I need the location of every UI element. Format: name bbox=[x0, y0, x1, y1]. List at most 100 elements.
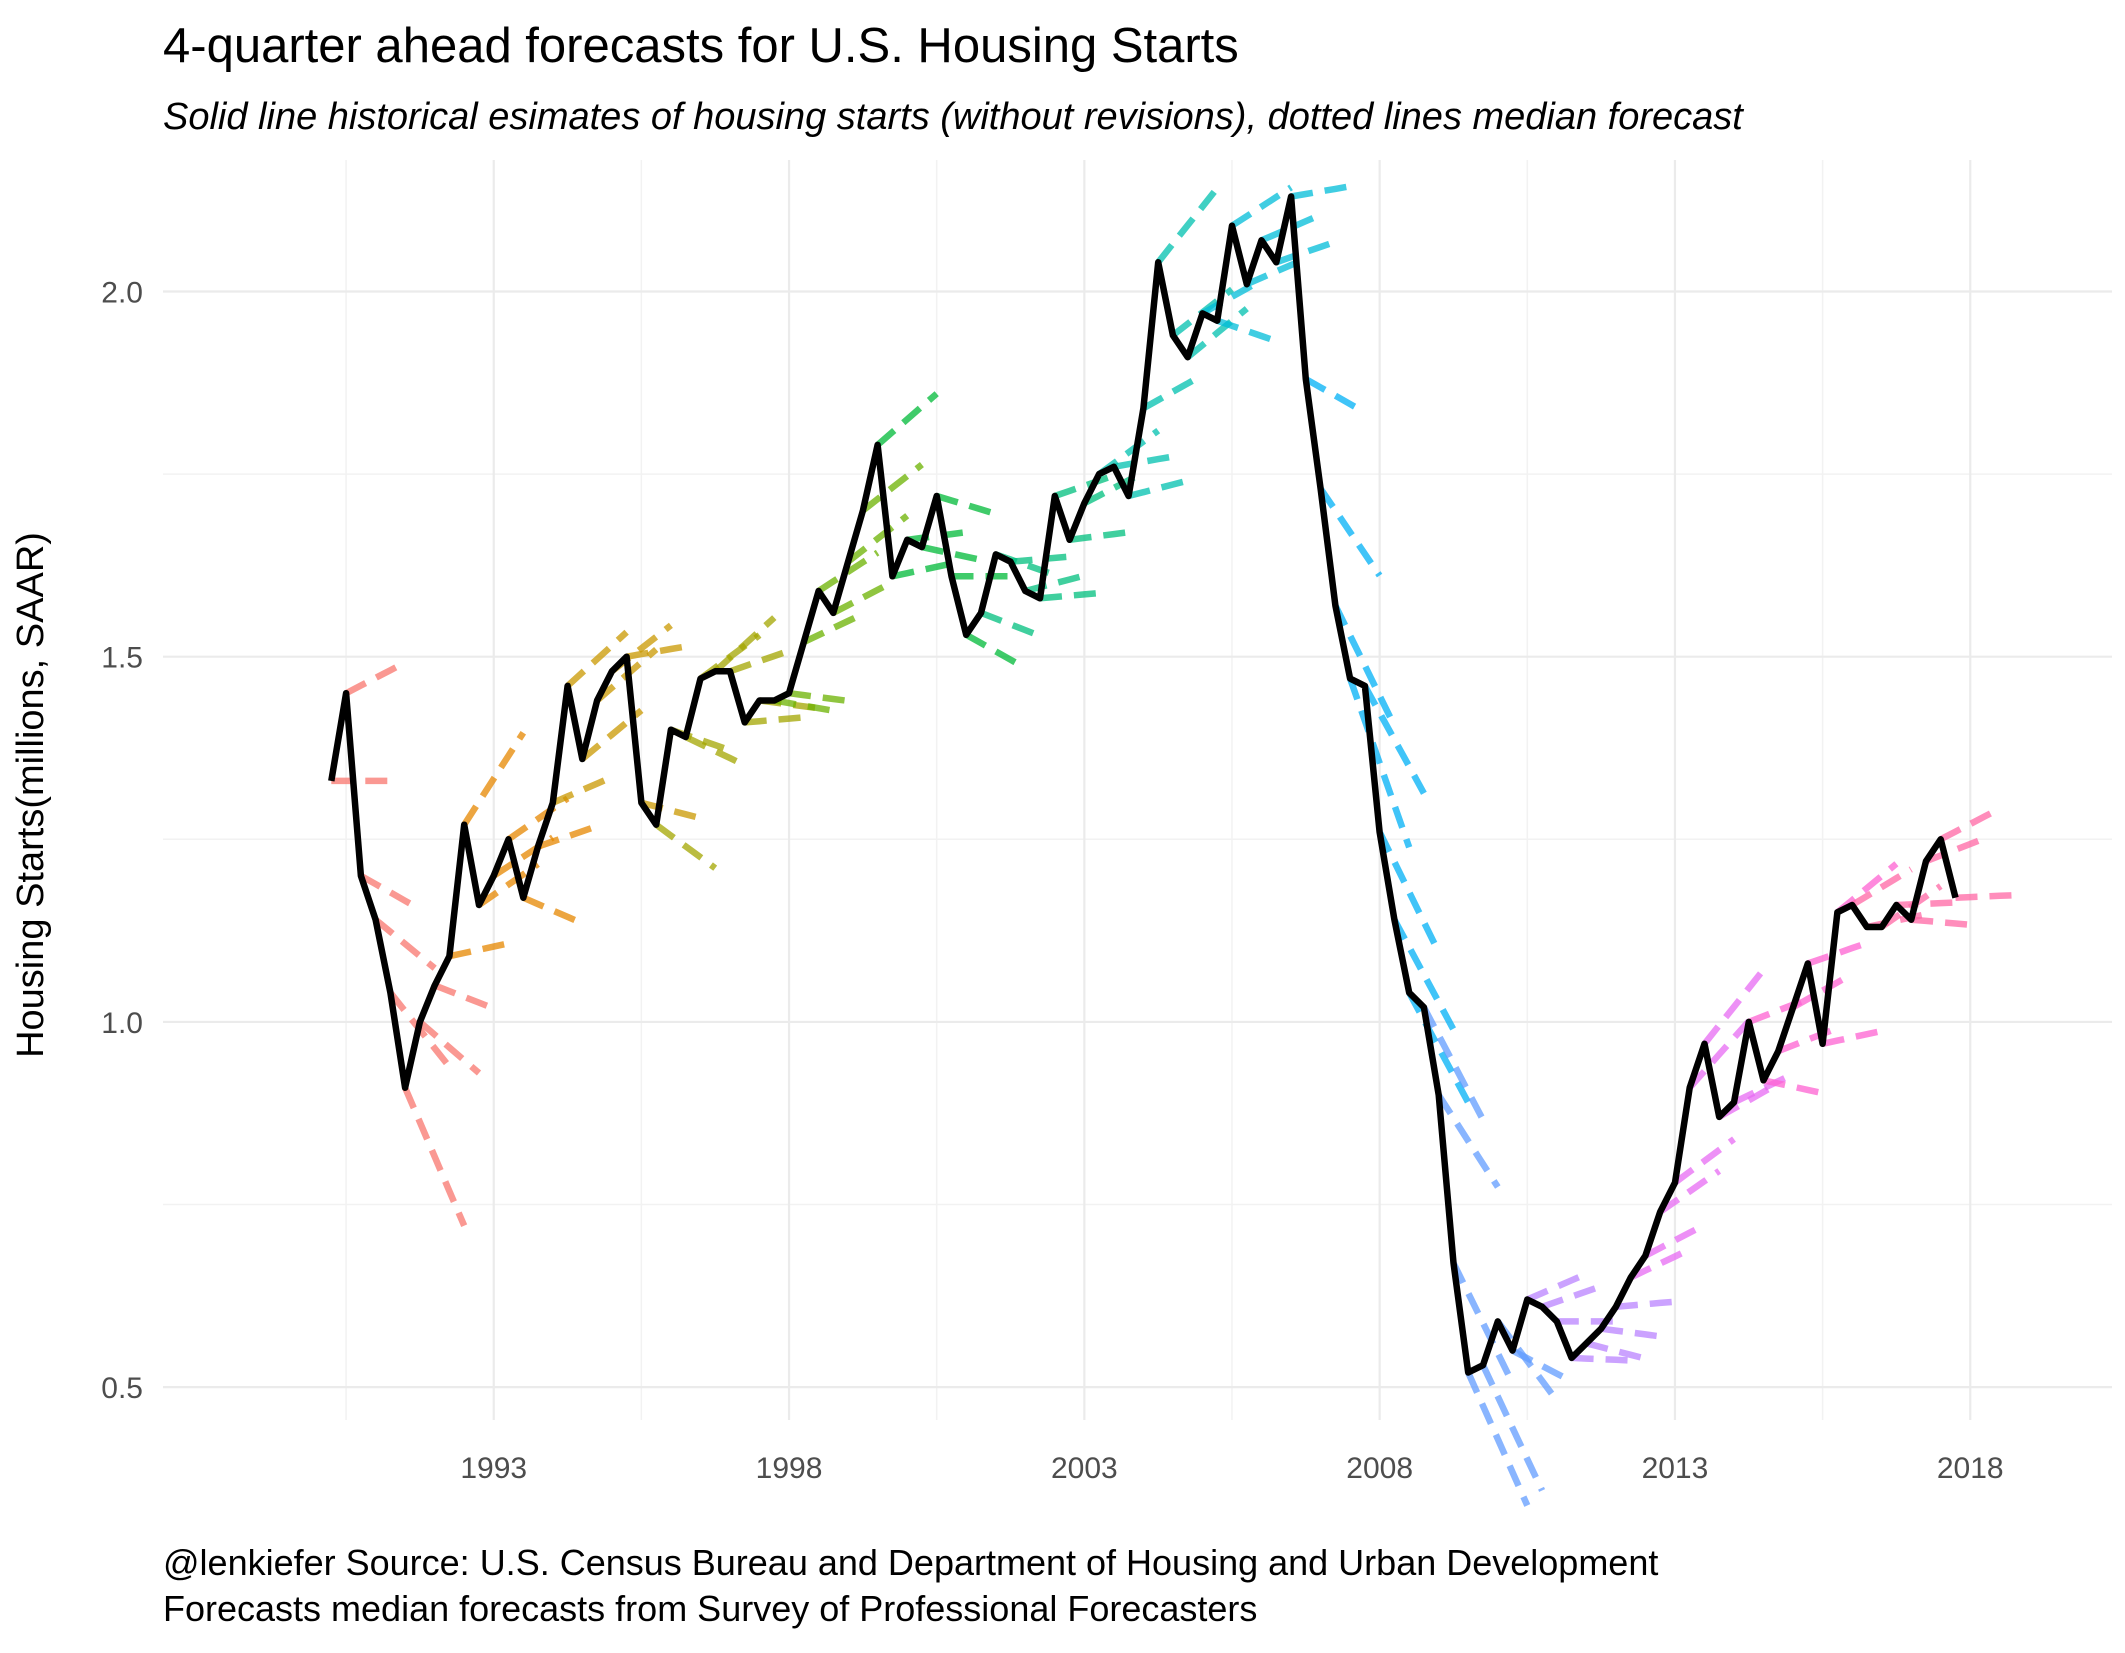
forecast-line bbox=[417, 1019, 482, 1076]
y-axis-label: Housing Starts(millions, SAAR) bbox=[10, 532, 52, 1058]
forecast-lines bbox=[331, 183, 2015, 1507]
forecast-line bbox=[906, 528, 967, 544]
forecast-line bbox=[1290, 183, 1351, 200]
forecast-line bbox=[1955, 891, 2015, 901]
forecast-line bbox=[565, 629, 629, 689]
forecast-line bbox=[1010, 553, 1070, 565]
forecast-line bbox=[344, 659, 407, 697]
y-tick-label: 0.5 bbox=[101, 1372, 143, 1405]
forecast-line bbox=[802, 611, 865, 646]
history-line bbox=[328, 193, 1959, 1376]
forecast-line bbox=[935, 492, 997, 518]
forecast-line bbox=[433, 982, 495, 1012]
forecast-line bbox=[1113, 453, 1174, 471]
forecast-line bbox=[1069, 528, 1130, 544]
history-line-group bbox=[328, 193, 1959, 1376]
forecast-line bbox=[1304, 376, 1367, 416]
caption-line-forecasts: Forecasts median forecasts from Survey o… bbox=[163, 1588, 1258, 1629]
forecast-line bbox=[860, 462, 924, 514]
y-tick-label: 1.0 bbox=[101, 1007, 143, 1040]
forecast-line bbox=[684, 734, 747, 769]
forecast-line bbox=[1777, 1025, 1839, 1055]
forecast-line bbox=[1421, 1005, 1486, 1122]
forecast-line bbox=[773, 697, 834, 714]
forecast-line bbox=[1435, 1093, 1501, 1189]
forecast-line bbox=[1910, 916, 1971, 929]
forecast-line bbox=[728, 647, 791, 675]
forecast-line bbox=[402, 1086, 468, 1227]
y-tick-label: 1.5 bbox=[101, 642, 143, 675]
forecast-line bbox=[1406, 991, 1472, 1105]
forecast-line bbox=[1600, 1325, 1661, 1340]
forecast-line bbox=[506, 795, 570, 842]
forecast-line bbox=[1347, 677, 1413, 849]
forecast-line bbox=[626, 643, 687, 660]
forecast-line bbox=[1024, 572, 1086, 595]
chart-title: 4-quarter ahead forecasts for U.S. Housi… bbox=[163, 19, 1239, 73]
x-tick-label: 2013 bbox=[1642, 1452, 1709, 1485]
forecast-line bbox=[461, 730, 527, 827]
forecast-line bbox=[1376, 830, 1442, 954]
forecast-line bbox=[1450, 1261, 1516, 1385]
forecast-line bbox=[1053, 472, 1115, 500]
forecast-line bbox=[1896, 899, 1956, 909]
forecast-line bbox=[1362, 684, 1427, 795]
forecast-line bbox=[373, 917, 437, 971]
forecast-line bbox=[1585, 1340, 1647, 1362]
forecast-line bbox=[1791, 971, 1854, 1011]
forecast-line bbox=[1480, 1363, 1546, 1492]
forecast-line bbox=[1939, 805, 2002, 843]
forecast-line bbox=[654, 822, 718, 871]
forecast-line bbox=[788, 689, 849, 705]
forecast-line bbox=[831, 579, 894, 616]
forecast-line bbox=[1216, 317, 1278, 345]
forecast-line bbox=[1275, 238, 1337, 266]
forecast-line bbox=[1526, 1270, 1588, 1303]
forecast-line bbox=[491, 834, 555, 879]
forecast-line bbox=[1465, 1371, 1531, 1507]
caption-line-source: @lenkiefer Source: U.S. Census Bureau an… bbox=[163, 1542, 1659, 1583]
y-tick-label: 2.0 bbox=[101, 276, 143, 309]
forecast-line bbox=[1185, 306, 1249, 360]
forecast-line bbox=[1332, 604, 1398, 728]
x-tick-label: 2003 bbox=[1051, 1452, 1118, 1485]
forecast-line bbox=[1155, 186, 1220, 265]
forecast-line bbox=[1806, 939, 1868, 967]
forecast-line bbox=[580, 707, 644, 762]
forecast-line bbox=[1615, 1298, 1676, 1311]
forecast-line bbox=[1230, 184, 1293, 229]
x-tick-label: 1998 bbox=[756, 1452, 823, 1485]
chart-subtitle: Solid line historical esimates of housin… bbox=[163, 96, 1743, 138]
forecast-line bbox=[1127, 477, 1189, 500]
forecast-line bbox=[875, 391, 939, 448]
forecast-line bbox=[1200, 277, 1264, 317]
forecast-line bbox=[1317, 486, 1383, 578]
grid-major bbox=[163, 160, 2112, 1420]
forecast-line bbox=[448, 940, 510, 960]
grid-minor bbox=[163, 160, 2112, 1420]
forecast-line bbox=[359, 872, 422, 912]
forecast-line bbox=[1391, 918, 1457, 1032]
x-tick-label: 1993 bbox=[460, 1452, 527, 1485]
forecast-line bbox=[713, 615, 777, 674]
forecast-line bbox=[1541, 1283, 1603, 1310]
forecast-line bbox=[1673, 1136, 1736, 1186]
forecast-line bbox=[921, 543, 982, 564]
forecast-line bbox=[1510, 1347, 1574, 1385]
forecast-line bbox=[1687, 1019, 1752, 1090]
forecast-line bbox=[551, 774, 614, 806]
forecast-line bbox=[1141, 372, 1205, 412]
forecast-line bbox=[1643, 1222, 1706, 1259]
forecast-line bbox=[1762, 1077, 1824, 1097]
forecast-line bbox=[744, 714, 805, 726]
forecast-line bbox=[891, 560, 953, 580]
forecast-line bbox=[1260, 211, 1322, 244]
forecast-line bbox=[477, 861, 540, 908]
forecast-line bbox=[1850, 866, 1913, 908]
chart-caption: @lenkiefer Source: U.S. Census Bureau an… bbox=[163, 1540, 1658, 1632]
forecast-line bbox=[979, 609, 1042, 639]
forecast-line bbox=[1924, 835, 1987, 865]
forecast-line bbox=[1571, 1354, 1631, 1364]
forecast-line bbox=[1039, 589, 1100, 602]
forecast-line bbox=[846, 513, 910, 565]
